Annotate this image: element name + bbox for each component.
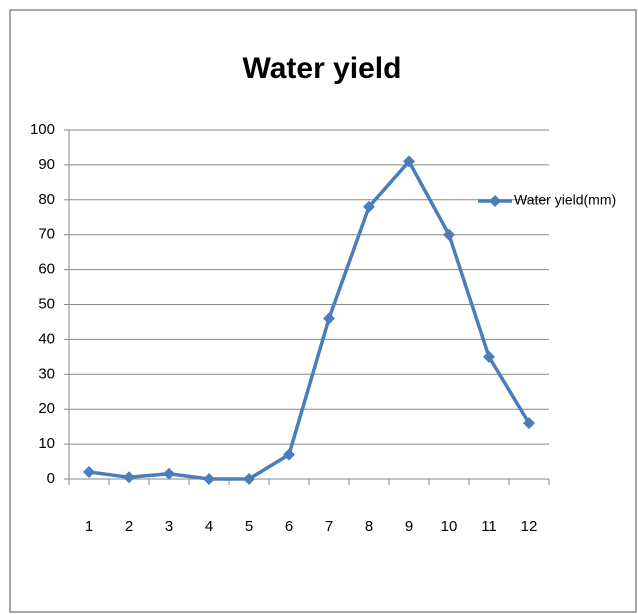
data-point	[523, 417, 535, 430]
y-tick-label: 70	[38, 226, 55, 243]
data-point	[243, 473, 255, 485]
x-tick-label: 8	[365, 518, 373, 535]
data-point	[203, 473, 215, 485]
legend-label: Water yield(mm)	[514, 192, 616, 208]
y-tick-label: 0	[47, 470, 55, 487]
data-line	[88, 159, 531, 481]
x-tick-label: 2	[125, 518, 133, 535]
chart-title: Water yield	[243, 52, 402, 85]
y-tick-label: 50	[38, 295, 55, 312]
data-point	[83, 466, 95, 479]
y-tick-label: 100	[30, 121, 55, 138]
data-point	[323, 312, 335, 325]
y-tick-label: 90	[38, 156, 55, 173]
x-tick-label: 1	[85, 518, 93, 535]
data-point	[123, 471, 135, 484]
y-tick-label: 60	[38, 261, 55, 278]
x-tick-label: 12	[521, 518, 538, 535]
y-tick-label: 10	[38, 435, 55, 452]
data-point	[403, 155, 415, 168]
x-tick-label: 5	[245, 518, 253, 535]
chart-frame	[9, 9, 637, 613]
x-tick-label: 11	[481, 518, 497, 535]
x-tick-label: 7	[325, 518, 333, 535]
data-point	[443, 228, 455, 241]
data-point	[483, 350, 495, 363]
x-tick-label: 9	[405, 518, 413, 535]
data-point	[163, 467, 175, 480]
y-tick-label: 30	[38, 365, 55, 382]
x-tick-label: 6	[285, 518, 293, 535]
y-tick-label: 40	[38, 330, 55, 347]
x-tick-label: 10	[441, 518, 458, 535]
data-point	[363, 200, 375, 213]
x-tick-label: 3	[165, 518, 173, 535]
data-point	[283, 448, 295, 461]
legend-marker	[489, 195, 501, 207]
y-tick-label: 80	[38, 191, 55, 208]
y-tick-label: 20	[38, 400, 55, 417]
x-tick-label: 4	[205, 518, 213, 535]
